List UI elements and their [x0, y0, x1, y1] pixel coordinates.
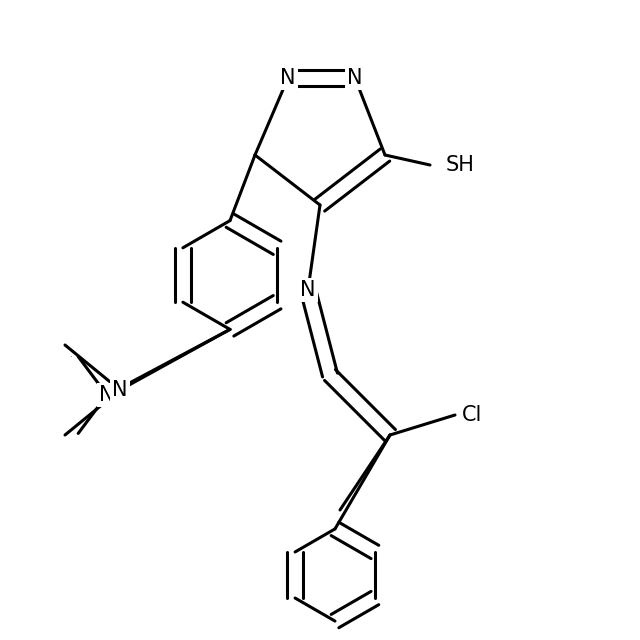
Text: N: N [300, 280, 316, 300]
Text: SH: SH [446, 155, 475, 175]
Text: N: N [71, 356, 72, 357]
Text: N: N [112, 380, 128, 400]
Text: N: N [348, 68, 363, 88]
Text: Cl: Cl [461, 405, 482, 425]
Text: N: N [280, 68, 296, 88]
Text: N: N [99, 385, 115, 405]
